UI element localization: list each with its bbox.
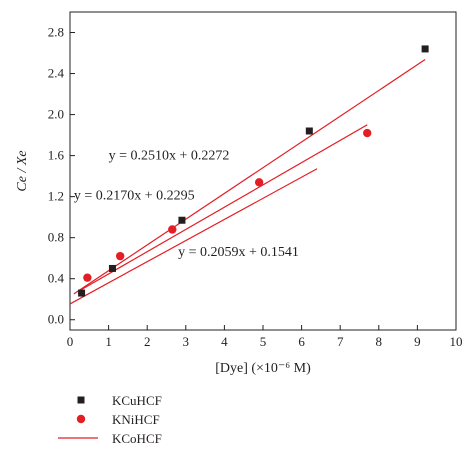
x-tick-label: 5: [260, 334, 267, 349]
point-kcuhcf: [78, 289, 86, 297]
x-tick-label: 0: [67, 334, 74, 349]
point-knihcf: [363, 128, 372, 138]
y-tick-label: 1.6: [48, 148, 65, 163]
fit-line-3: [69, 168, 318, 305]
y-tick-label: 2.4: [48, 66, 65, 81]
x-axis-title: [Dye] (×10⁻⁶ M): [215, 361, 311, 376]
equation-label-1: y = 0.2510x + 0.2272: [109, 149, 230, 164]
x-tick-label: 3: [183, 334, 190, 349]
legend-label-knihcf: KNiHCF: [112, 412, 160, 427]
equation-label-2: y = 0.2170x + 0.2295: [74, 189, 195, 204]
x-tick-label: 9: [414, 334, 421, 349]
x-tick-label: 1: [105, 334, 112, 349]
point-knihcf: [83, 273, 92, 282]
y-tick-label: 0.0: [48, 312, 64, 327]
y-axis-title: Ce / Xe: [15, 150, 30, 191]
y-tick-label: 0.4: [48, 271, 65, 286]
point-kcuhcf: [178, 216, 186, 224]
y-tick-label: 0.8: [48, 230, 64, 245]
tick-labels: 0 1 2 3 4 5 6 7 8 9 10 0.0 0.4 0.8 1.2 1.6 2.0 2.4 2.8: [48, 25, 463, 349]
point-kcuhcf: [108, 264, 116, 272]
y-tick-label: 2.8: [48, 25, 64, 40]
data-points: [78, 45, 429, 297]
fit-line-2: [81, 124, 368, 291]
equation-annotations: y = 0.2510x + 0.2272 y = 0.2170x + 0.2295…: [74, 149, 299, 260]
equation-label-3: y = 0.2059x + 0.1541: [178, 245, 299, 260]
x-tick-label: 7: [337, 334, 344, 349]
point-knihcf: [168, 225, 177, 234]
y-tick-label: 1.2: [48, 189, 64, 204]
legend-marker-knihcf: [76, 414, 86, 424]
y-tick-label: 2.0: [48, 107, 64, 122]
plot-area-frame: [69, 11, 457, 331]
x-tick-label: 4: [221, 334, 228, 349]
fit-line-1: [73, 59, 426, 295]
legend-label-kcohcf: KCoHCF: [112, 431, 162, 446]
point-kcuhcf: [421, 45, 429, 53]
point-kcuhcf: [305, 127, 313, 135]
legend-label-kcuhcf: KCuHCF: [112, 393, 162, 408]
x-tick-label: 6: [298, 334, 305, 349]
point-knihcf: [115, 251, 125, 261]
x-tick-label: 8: [376, 334, 383, 349]
x-tick-label: 10: [450, 334, 463, 349]
legend-marker-kcuhcf: [77, 396, 85, 404]
fit-lines: [69, 59, 426, 305]
axes-ticks: [69, 32, 457, 330]
legend: KCuHCF KNiHCF KCoHCF: [58, 393, 162, 446]
x-tick-label: 2: [144, 334, 151, 349]
point-knihcf: [254, 178, 264, 187]
